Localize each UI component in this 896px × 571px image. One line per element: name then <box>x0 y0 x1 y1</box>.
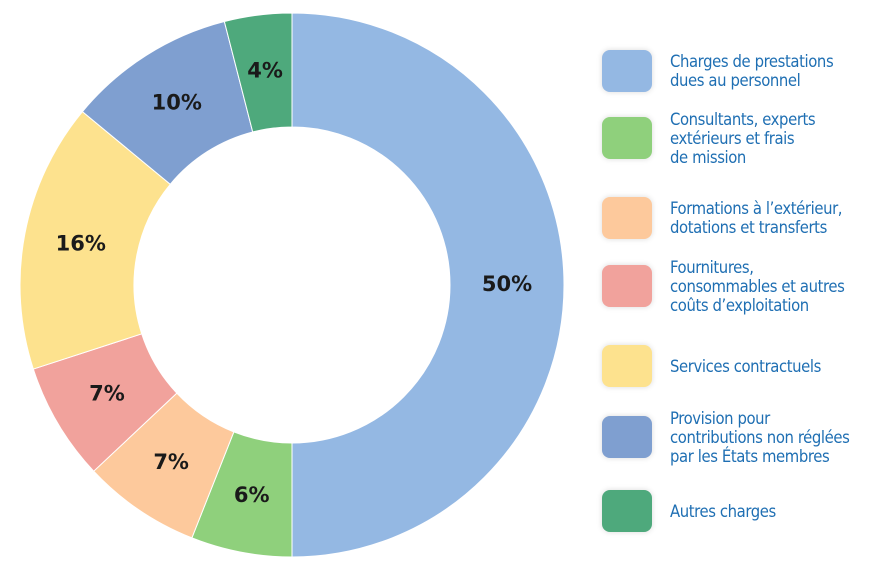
legend-label: Autres charges <box>670 501 776 521</box>
legend-swatch <box>602 117 652 159</box>
slice-label: 16% <box>56 232 106 256</box>
legend-swatch <box>602 490 652 532</box>
legend-item: Consultants, experts extérieurs et frais… <box>602 109 816 167</box>
legend-swatch <box>602 416 652 458</box>
donut-slice <box>291 12 565 558</box>
legend-label: Charges de prestations dues au personnel <box>670 52 834 90</box>
legend-swatch <box>602 345 652 387</box>
legend-item: Autres charges <box>602 490 776 532</box>
legend-label: Formations à l’extérieur, dotations et t… <box>670 199 843 237</box>
legend-item: Formations à l’extérieur, dotations et t… <box>602 197 842 239</box>
legend-item: Charges de prestations dues au personnel <box>602 50 834 92</box>
donut-plot: 50% 6% 7% 7% 16% 10% 4% <box>19 12 565 558</box>
legend-item: Fournitures, consommables et autres coût… <box>602 257 845 315</box>
slice-label: 10% <box>152 90 202 114</box>
legend-label: Consultants, experts extérieurs et frais… <box>670 109 816 167</box>
slice-label: 7% <box>89 381 125 405</box>
legend-label: Provision pour contributions non réglées… <box>670 408 850 466</box>
slice-label: 50% <box>482 272 532 296</box>
slice-label: 6% <box>234 483 270 507</box>
legend-item: Services contractuels <box>602 345 821 387</box>
legend-item: Provision pour contributions non réglées… <box>602 408 850 466</box>
legend-swatch <box>602 50 652 92</box>
slice-label: 4% <box>247 59 283 83</box>
slice-label: 7% <box>153 450 189 474</box>
donut-slice <box>223 12 293 133</box>
legend-label: Fournitures, consommables et autres coût… <box>670 257 845 315</box>
legend-label: Services contractuels <box>670 356 821 376</box>
legend-swatch <box>602 197 652 239</box>
legend-swatch <box>602 265 652 307</box>
